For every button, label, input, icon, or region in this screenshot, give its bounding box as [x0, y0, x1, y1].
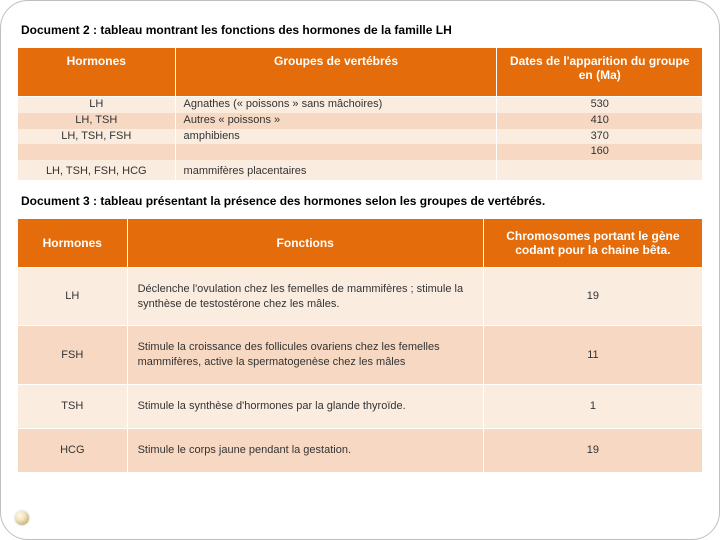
cell-hormone: FSH [18, 326, 128, 385]
doc2-title: Document 2 : tableau montrant les foncti… [21, 23, 699, 37]
doc3-h-chrom: Chromosomes portant le gène codant pour … [483, 218, 702, 267]
cell-group: amphibiens [175, 129, 497, 145]
table-row: HCG Stimule le corps jaune pendant la ge… [18, 428, 703, 472]
cell-function: Stimule la croissance des follicules ova… [127, 326, 483, 385]
cell-date: 530 [497, 97, 703, 113]
cell-chrom: 1 [483, 385, 702, 429]
cell-date: 370 [497, 129, 703, 145]
cell-hormone [18, 144, 176, 160]
decorative-dot [15, 511, 29, 525]
cell-hormone: LH [18, 267, 128, 326]
table-row: LH, TSH Autres « poissons » 410 [18, 113, 703, 129]
cell-chrom: 19 [483, 267, 702, 326]
doc2-header-row: Hormones Groupes de vertébrés Dates de l… [18, 48, 703, 97]
cell-hormone: LH [18, 97, 176, 113]
table-row: TSH Stimule la synthèse d'hormones par l… [18, 385, 703, 429]
cell-group: mammifères placentaires [175, 164, 497, 180]
table-row: LH, TSH, FSH, HCG mammifères placentaire… [18, 164, 703, 180]
cell-group: Agnathes (« poissons » sans mâchoires) [175, 97, 497, 113]
table-row: LH Agnathes (« poissons » sans mâchoires… [18, 97, 703, 113]
doc3-header-row: Hormones Fonctions Chromosomes portant l… [18, 218, 703, 267]
doc3-table: Hormones Fonctions Chromosomes portant l… [17, 218, 703, 473]
cell-hormone: LH, TSH, FSH [18, 129, 176, 145]
cell-hormone: LH, TSH, FSH, HCG [18, 164, 176, 180]
cell-hormone: TSH [18, 385, 128, 429]
cell-date: 160 [497, 144, 703, 160]
doc3-h-hormones: Hormones [18, 218, 128, 267]
cell-function: Déclenche l'ovulation chez les femelles … [127, 267, 483, 326]
cell-group [175, 144, 497, 160]
doc2-h-groups: Groupes de vertébrés [175, 48, 497, 97]
cell-date [497, 164, 703, 180]
slide-frame: Document 2 : tableau montrant les foncti… [0, 0, 720, 540]
cell-chrom: 19 [483, 428, 702, 472]
doc2-table: Hormones Groupes de vertébrés Dates de l… [17, 47, 703, 180]
table-row: LH, TSH, FSH amphibiens 370 [18, 129, 703, 145]
doc3-h-functions: Fonctions [127, 218, 483, 267]
doc2-h-dates: Dates de l'apparition du groupe en (Ma) [497, 48, 703, 97]
cell-hormone: HCG [18, 428, 128, 472]
table-row: LH Déclenche l'ovulation chez les femell… [18, 267, 703, 326]
cell-chrom: 11 [483, 326, 702, 385]
cell-function: Stimule le corps jaune pendant la gestat… [127, 428, 483, 472]
cell-group: Autres « poissons » [175, 113, 497, 129]
doc3-title: Document 3 : tableau présentant la prése… [21, 194, 699, 208]
table-row: FSH Stimule la croissance des follicules… [18, 326, 703, 385]
cell-function: Stimule la synthèse d'hormones par la gl… [127, 385, 483, 429]
table-row: 160 [18, 144, 703, 160]
cell-date: 410 [497, 113, 703, 129]
doc2-h-hormones: Hormones [18, 48, 176, 97]
cell-hormone: LH, TSH [18, 113, 176, 129]
